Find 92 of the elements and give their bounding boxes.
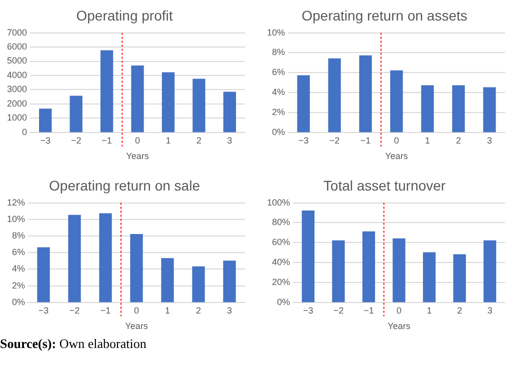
bar	[390, 70, 403, 132]
y-tick-label: 8%	[272, 47, 286, 58]
bar	[70, 96, 82, 132]
x-tick-label: −2	[329, 135, 340, 146]
y-tick-label: 10%	[7, 214, 26, 224]
bar	[161, 258, 174, 302]
y-tick-label: 5000	[6, 56, 28, 66]
bar	[99, 213, 112, 302]
chart-title: Operating return on sale	[49, 177, 200, 194]
bar	[223, 92, 236, 132]
bar	[100, 50, 114, 132]
bar	[359, 55, 372, 132]
x-tick-label: −3	[38, 305, 49, 316]
x-tick-label: 2	[456, 135, 462, 146]
bar	[421, 85, 434, 132]
y-tick-label: 8%	[12, 230, 26, 240]
x-tick-label: 1	[166, 135, 171, 146]
y-tick-label: 40%	[272, 257, 290, 268]
y-tick-label: 80%	[272, 217, 290, 228]
x-tick-label: 2	[196, 135, 202, 146]
x-tick-label: 0	[135, 135, 140, 146]
y-tick-label: 60%	[272, 237, 290, 248]
y-tick-label: 3000	[6, 84, 28, 94]
bar	[130, 234, 143, 302]
x-tick-label: 0	[396, 305, 402, 316]
x-tick-label: −2	[69, 305, 80, 316]
bar	[37, 247, 50, 302]
x-tick-label: −3	[40, 135, 51, 146]
bar	[39, 108, 52, 132]
y-tick-label: 2%	[12, 280, 26, 290]
y-tick-label: 12%	[7, 197, 26, 208]
bar	[422, 252, 436, 302]
chart-title: Operating return on assets	[302, 7, 468, 24]
x-tick-label: −1	[100, 305, 111, 316]
y-tick-label: 2000	[6, 98, 28, 108]
bar	[328, 58, 341, 132]
bar	[223, 260, 236, 302]
y-tick-label: 10%	[267, 27, 286, 38]
x-tick-label: 3	[487, 305, 492, 316]
y-tick-label: 4%	[272, 87, 286, 98]
x-tick-label: −3	[298, 135, 309, 146]
bar	[68, 214, 81, 302]
x-tick-label: 1	[424, 135, 430, 146]
y-tick-label: 6000	[6, 42, 28, 52]
x-axis-title: Years	[388, 321, 411, 332]
bar	[192, 78, 206, 132]
x-tick-label: 1	[426, 305, 432, 316]
x-axis-title: Years	[126, 151, 150, 162]
x-tick-label: −1	[360, 135, 371, 146]
x-tick-label: 3	[486, 135, 492, 146]
y-tick-label: 7000	[6, 27, 28, 38]
x-tick-label: −3	[303, 305, 314, 316]
y-tick-label: 100%	[266, 197, 290, 208]
x-tick-label: 1	[164, 305, 170, 316]
x-tick-label: 0	[394, 135, 400, 146]
bar	[131, 65, 144, 132]
y-tick-label: 0%	[272, 126, 286, 137]
bar	[302, 210, 314, 302]
x-tick-label: 2	[457, 305, 462, 316]
x-tick-label: −2	[70, 135, 82, 146]
y-tick-label: 0%	[12, 296, 26, 307]
chart-title: Total asset turnover	[323, 177, 446, 194]
x-tick-label: 0	[134, 305, 140, 316]
x-tick-label: −2	[333, 305, 344, 316]
x-axis-title: Years	[125, 321, 148, 332]
y-tick-label: 4%	[12, 264, 26, 274]
x-tick-label: −1	[364, 305, 374, 316]
x-axis-title: Years	[385, 151, 408, 162]
bar	[453, 254, 466, 302]
x-tick-label: 3	[226, 305, 232, 316]
chart-title: Operating profit	[76, 7, 173, 24]
bar	[484, 240, 496, 302]
y-tick-label: 20%	[272, 276, 290, 287]
bar	[332, 240, 345, 302]
x-tick-label: 3	[227, 135, 232, 146]
y-tick-label: 6%	[12, 247, 26, 258]
y-tick-label: 0	[22, 126, 28, 137]
bar	[392, 238, 406, 302]
source-note: Source(s): Own elaboration	[0, 336, 146, 351]
bar	[362, 231, 376, 302]
bar	[452, 85, 465, 132]
bar	[192, 266, 205, 302]
x-tick-label: 2	[196, 305, 202, 316]
y-tick-label: 1000	[6, 112, 28, 123]
y-tick-label: 4000	[6, 70, 28, 80]
bar	[297, 75, 310, 132]
x-tick-label: −1	[102, 135, 112, 146]
y-tick-label: 0%	[277, 296, 290, 307]
bar	[483, 87, 496, 132]
y-tick-label: 6%	[272, 67, 286, 78]
y-tick-label: 2%	[272, 106, 286, 117]
bar	[162, 72, 175, 132]
